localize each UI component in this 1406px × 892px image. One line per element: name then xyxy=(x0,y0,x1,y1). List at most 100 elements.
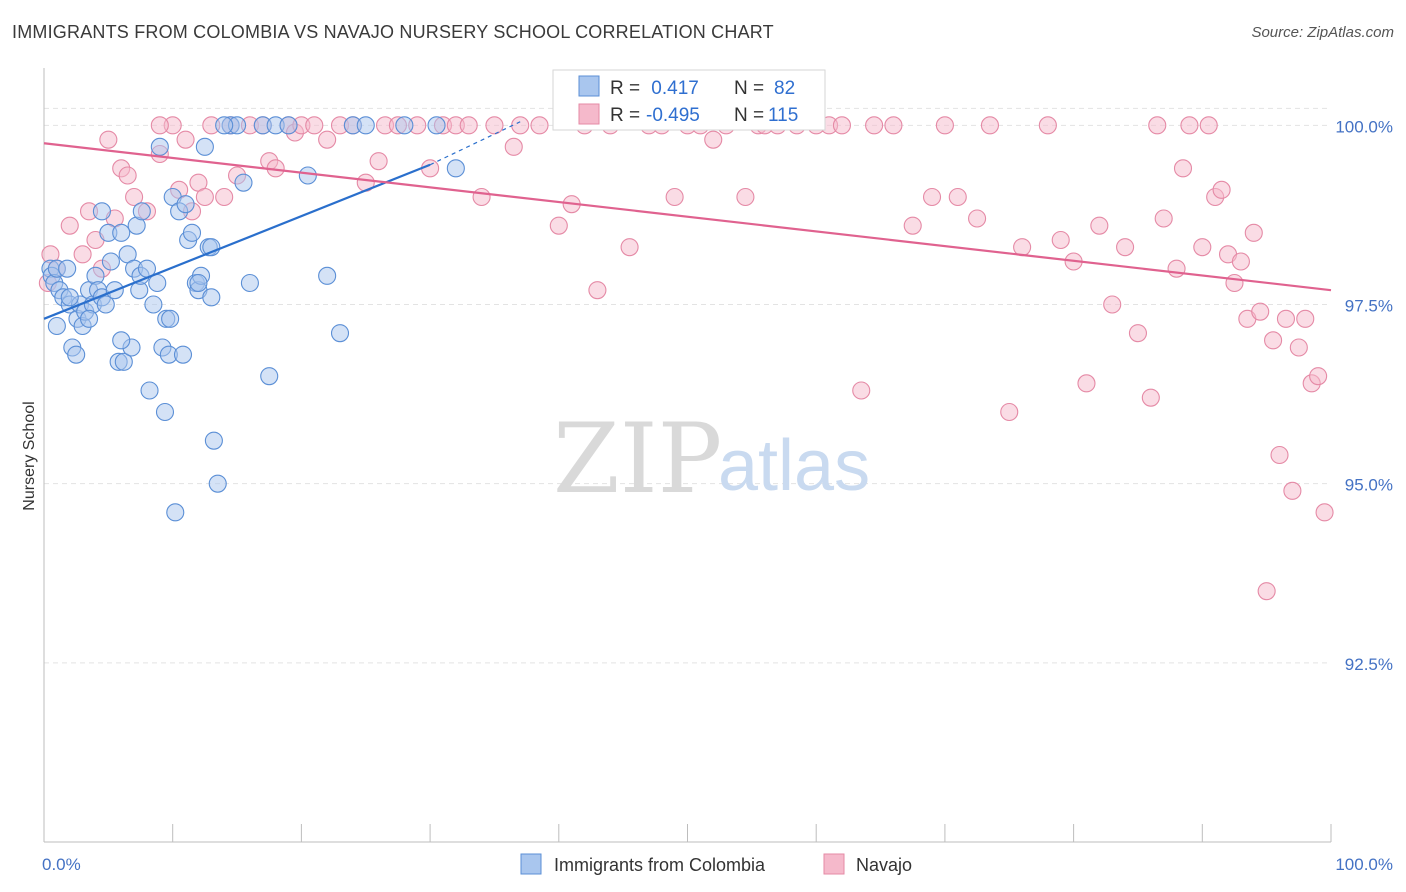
colombia-point-62 xyxy=(240,273,259,293)
legend-swatch-blue xyxy=(578,75,600,97)
colombia-point-45 xyxy=(166,503,185,522)
y-tick-labels: 100.0% 97.5% 95.0% 92.5% xyxy=(1335,117,1393,674)
chart-title: IMMIGRANTS FROM COLOMBIA VS NAVAJO NURSE… xyxy=(12,22,774,42)
navajo-point-93 xyxy=(1167,259,1186,278)
y-tick-label-2: 95.0% xyxy=(1345,476,1393,495)
x-tick-label-0: 0.0% xyxy=(42,855,81,874)
navajo-point-110 xyxy=(1283,481,1302,500)
colombia-point-47 xyxy=(173,345,193,364)
navajo-point-80 xyxy=(1000,402,1019,422)
colombia-point-40 xyxy=(155,402,175,422)
colombia-point-66 xyxy=(298,166,317,185)
colombia-point-57 xyxy=(204,431,223,450)
navajo-point-116 xyxy=(150,116,169,135)
navajo-point-55 xyxy=(620,238,639,257)
navajo-point-72 xyxy=(865,116,884,135)
navajo-point-50 xyxy=(549,216,568,235)
navajo-point-97 xyxy=(1199,116,1218,135)
y-tick-label-0: 100.0% xyxy=(1335,117,1393,136)
colombia-point-67 xyxy=(318,266,337,285)
legend-r-label-2: R = xyxy=(610,105,640,126)
bottom-legend-label-navajo: Navajo xyxy=(856,855,912,875)
navajo-point-87 xyxy=(1103,295,1122,314)
correlation-legend: R = 0.417 N = 82 R = -0.495 N = 115 xyxy=(552,69,826,131)
navajo-trend-line xyxy=(43,142,1332,292)
colombia-point-65 xyxy=(279,116,298,135)
bottom-legend-label-colombia: Immigrants from Colombia xyxy=(554,855,766,875)
navajo-point-78 xyxy=(968,209,987,228)
navajo-point-115 xyxy=(1315,503,1334,522)
legend-r-label-1: R = xyxy=(610,78,640,99)
colombia-point-70 xyxy=(356,116,375,135)
colombia-point-35 xyxy=(140,381,159,400)
colombia-point-72 xyxy=(427,116,446,135)
navajo-point-101 xyxy=(1225,273,1244,293)
navajo-point-41 xyxy=(421,159,440,178)
navajo-point-71 xyxy=(852,381,871,400)
watermark-atlas: atlas xyxy=(718,426,870,506)
y-axis-label: Nursery School xyxy=(21,401,38,510)
grid-lines xyxy=(44,107,1331,664)
colombia-point-71 xyxy=(395,116,414,135)
legend-n-label-2: N = xyxy=(734,105,764,126)
colombia-point-48 xyxy=(176,195,195,214)
legend-r-value-1: 0.417 xyxy=(646,78,699,99)
colombia-point-6 xyxy=(58,259,77,278)
navajo-point-83 xyxy=(1051,230,1070,250)
legend-r-value-2: -0.495 xyxy=(646,105,700,126)
navajo-point-8 xyxy=(99,130,118,149)
navajo-point-37 xyxy=(369,152,388,171)
navajo-point-94 xyxy=(1173,159,1193,178)
y-tick-label-3: 92.5% xyxy=(1345,655,1393,674)
colombia-point-73 xyxy=(446,159,465,178)
watermark-zip: ZIP xyxy=(553,403,722,515)
colombia-point-78 xyxy=(47,316,66,336)
colombia-point-26 xyxy=(114,352,133,371)
legend-swatch-pink xyxy=(578,103,600,125)
colombia-point-25 xyxy=(112,223,131,242)
navajo-point-61 xyxy=(704,130,723,149)
bottom-legend-swatch-navajo xyxy=(823,853,845,875)
navajo-point-70 xyxy=(832,116,851,135)
colombia-points xyxy=(41,116,465,522)
navajo-point-90 xyxy=(1141,388,1160,407)
series-legend: Immigrants from Colombia Navajo xyxy=(520,853,912,875)
colombia-trend-extension xyxy=(429,121,521,166)
navajo-point-114 xyxy=(1309,367,1328,386)
navajo-point-77 xyxy=(948,187,967,207)
navajo-point-112 xyxy=(1296,309,1315,328)
navajo-point-85 xyxy=(1077,374,1096,393)
colombia-point-79 xyxy=(60,288,79,307)
bottom-legend-swatch-colombia xyxy=(520,853,542,875)
navajo-point-33 xyxy=(318,130,337,149)
navajo-point-92 xyxy=(1154,209,1173,228)
colombia-point-61 xyxy=(234,173,253,192)
navajo-point-111 xyxy=(1289,338,1308,357)
navajo-point-86 xyxy=(1090,216,1109,235)
navajo-point-89 xyxy=(1128,324,1147,343)
colombia-point-36 xyxy=(144,295,163,314)
navajo-point-104 xyxy=(1244,223,1263,242)
navajo-point-96 xyxy=(1193,238,1212,257)
navajo-point-32 xyxy=(305,116,324,135)
navajo-point-81 xyxy=(1013,238,1032,257)
navajo-point-12 xyxy=(125,187,144,207)
navajo-point-107 xyxy=(1264,331,1283,350)
colombia-point-68 xyxy=(330,324,350,343)
colombia-point-20 xyxy=(96,295,115,314)
navajo-points xyxy=(38,116,1334,601)
colombia-point-19 xyxy=(92,202,111,221)
colombia-point-74 xyxy=(202,288,221,307)
navajo-point-58 xyxy=(665,187,684,207)
trend-lines xyxy=(43,121,1332,320)
colombia-point-81 xyxy=(260,367,279,386)
navajo-point-99 xyxy=(1212,180,1231,199)
colombia-trend-line xyxy=(43,163,431,320)
navajo-point-46 xyxy=(485,116,504,135)
colombia-point-75 xyxy=(189,273,208,293)
colombia-point-9 xyxy=(67,345,86,364)
navajo-point-79 xyxy=(980,116,999,135)
colombia-point-50 xyxy=(182,223,202,242)
navajo-point-20 xyxy=(195,187,214,207)
